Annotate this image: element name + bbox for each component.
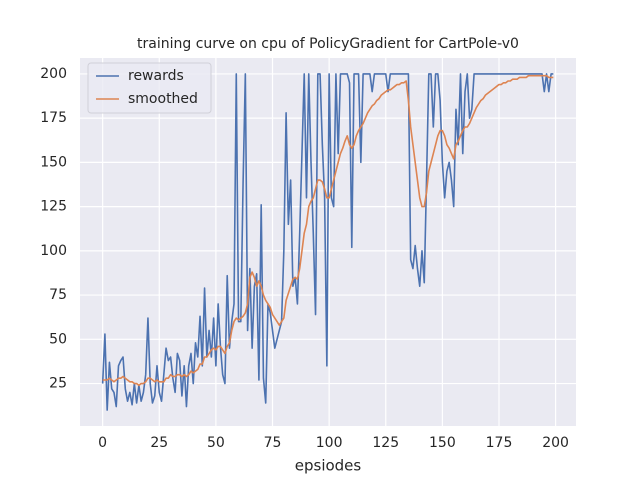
- x-tick-label: 200: [542, 435, 569, 451]
- y-tick-label: 200: [40, 66, 67, 82]
- y-tick-label: 25: [49, 376, 67, 392]
- y-tick-label: 125: [40, 199, 67, 215]
- y-tick-label: 150: [40, 154, 67, 170]
- x-tick-label: 0: [98, 435, 107, 451]
- x-tick-label: 75: [264, 435, 282, 451]
- x-tick-label: 100: [316, 435, 343, 451]
- x-tick-label: 125: [372, 435, 399, 451]
- x-tick-label: 50: [207, 435, 225, 451]
- legend-label: rewards: [128, 68, 184, 84]
- chart-title: training curve on cpu of PolicyGradient …: [137, 36, 519, 52]
- y-tick-label: 175: [40, 110, 67, 126]
- series-line: [101, 73, 554, 411]
- series-line: [102, 74, 554, 387]
- x-tick-label: 150: [429, 435, 456, 451]
- y-tick-label: 50: [49, 331, 67, 347]
- y-tick-label: 75: [49, 287, 67, 303]
- x-axis-label: epsiodes: [295, 457, 362, 475]
- x-tick-label: 25: [150, 435, 168, 451]
- y-tick-label: 100: [40, 243, 67, 259]
- legend-label: smoothed: [128, 91, 198, 107]
- x-tick-label: 175: [486, 435, 513, 451]
